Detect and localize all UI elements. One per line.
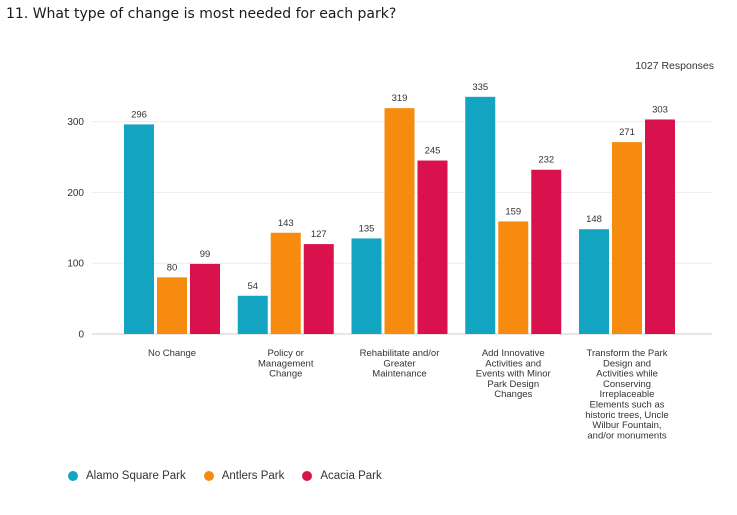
legend-dot	[302, 471, 313, 481]
x-category-label-line: Activities while	[596, 369, 658, 380]
x-category-label-line: Irreplaceable	[600, 389, 655, 400]
bar-value-label: 232	[538, 155, 554, 166]
bar-value-label: 335	[472, 82, 488, 93]
x-category-label-line: Activities and	[485, 358, 541, 369]
bar[interactable]	[303, 244, 334, 334]
legend-item[interactable]: Acacia Park	[302, 470, 382, 482]
y-tick-label: 300	[67, 117, 84, 128]
bar[interactable]	[417, 160, 448, 334]
bar-value-label: 127	[311, 229, 327, 240]
x-category-label-line: Change	[269, 369, 302, 380]
bar-value-label: 245	[425, 146, 441, 157]
bar[interactable]	[645, 119, 675, 334]
bar-value-label: 159	[505, 206, 521, 217]
legend-item[interactable]: Antlers Park	[203, 470, 285, 482]
x-category-label-line: Events with Minor	[476, 369, 551, 380]
bar[interactable]	[612, 142, 642, 334]
x-category-label-line: and/or monuments	[587, 430, 666, 441]
bar[interactable]	[157, 277, 187, 334]
responses-count: 1027 Responses	[635, 60, 714, 72]
x-category-label: Add Innovative Activities and Events with …	[476, 348, 551, 400]
x-category-label-line: Add Innovative	[482, 348, 545, 359]
x-category-label-line: Management	[258, 358, 314, 369]
y-tick-label: 100	[67, 259, 84, 270]
legend-item[interactable]: Alamo Square Park	[68, 470, 186, 482]
x-category-label: Rehabilitate and/or Greater Maintenance	[360, 348, 440, 380]
bar[interactable]	[351, 238, 382, 334]
bar-value-label: 54	[247, 281, 258, 292]
bar[interactable]	[270, 232, 301, 334]
x-category-label-line: Maintenance	[372, 369, 426, 380]
x-category-label-line: Park Design	[487, 379, 539, 390]
y-tick-label: 0	[78, 330, 84, 341]
legend-dot	[203, 471, 214, 481]
legend: Alamo Square Park Antlers Park Acacia Park	[68, 470, 400, 482]
bar-value-label: 148	[586, 214, 602, 225]
x-category-label: Transform the Park Design and Activities w…	[585, 348, 668, 441]
y-tick-label: 200	[67, 188, 84, 199]
bar[interactable]	[237, 295, 268, 334]
bar-value-label: 80	[167, 262, 178, 273]
bar[interactable]	[465, 96, 496, 334]
legend-dot	[68, 471, 78, 481]
bar[interactable]	[498, 221, 529, 334]
x-category-label: Policy or Management Change	[258, 348, 314, 380]
y-axis: 0 100 200 300	[67, 117, 84, 340]
x-category-label: No Change	[148, 348, 196, 359]
x-category-label-line: Rehabilitate and/or	[360, 348, 440, 359]
bar[interactable]	[190, 263, 220, 334]
x-category-label-line: Policy or	[268, 348, 304, 359]
bar[interactable]	[531, 169, 562, 334]
bar-value-label: 303	[652, 104, 668, 115]
bar-value-label: 135	[359, 223, 375, 234]
bar-value-label: 143	[278, 218, 294, 229]
bar[interactable]	[124, 124, 154, 334]
bar-value-label: 99	[200, 249, 211, 260]
x-category-label-line: Changes	[494, 389, 532, 400]
x-category-label-line: Greater	[383, 358, 415, 369]
x-category-label-line: historic trees, Uncle	[585, 410, 668, 421]
bar-value-label: 271	[619, 127, 635, 138]
x-category-label-line: Elements such as	[590, 400, 665, 411]
legend-label: Antlers Park	[221, 470, 285, 482]
bar[interactable]	[579, 229, 609, 334]
question-title: 11. What type of change is most needed f…	[6, 6, 397, 22]
data-labels: 296 80 99 54 143 127 135 319 245 335 159 232 148 271 3…	[131, 82, 668, 292]
bar[interactable]	[384, 108, 415, 334]
x-axis-categories: No Change Policy or Management Change Rehabi…	[148, 348, 669, 441]
x-category-label-line: Transform the Park	[587, 348, 668, 359]
x-category-label-line: Wilbur Fountain,	[592, 420, 661, 431]
x-category-label-line: Conserving	[603, 379, 651, 390]
x-category-label-line: No Change	[148, 348, 196, 359]
x-category-label-line: Design and	[603, 358, 651, 369]
legend-label: Alamo Square Park	[86, 470, 186, 482]
bar-value-label: 319	[392, 93, 408, 104]
bars	[124, 96, 675, 334]
bar-value-label: 296	[131, 109, 147, 120]
legend-label: Acacia Park	[320, 470, 382, 482]
